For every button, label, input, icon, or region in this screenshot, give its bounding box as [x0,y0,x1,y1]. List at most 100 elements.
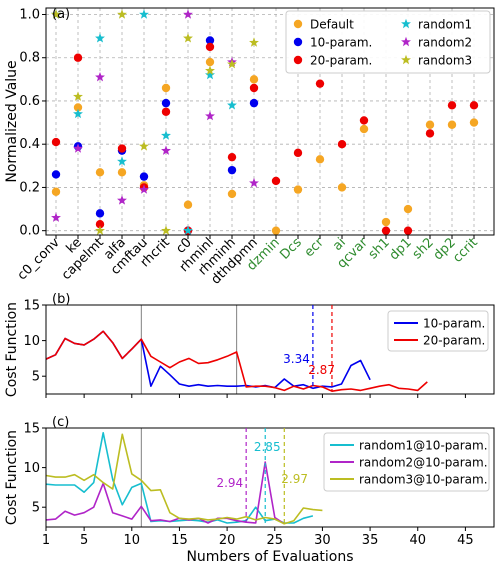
data-point [51,187,61,196]
plot-frame [45,7,495,236]
legend-label: random1 [418,18,472,32]
legend-marker [401,18,411,29]
panel-label: (a) [52,7,70,22]
data-point [95,71,105,82]
data-point [117,195,127,205]
legend: Default 10-param. 20-param. random1 random2 r… [285,10,491,74]
legend-label: random2@10-param. [359,456,488,470]
legend-box [323,432,490,492]
data-point [425,120,435,129]
data-point [161,145,171,155]
data-point [117,156,127,166]
best-value-label: 2.94 [216,476,243,490]
y-tick-label: 5 [32,501,40,516]
y-tick-label: 15 [23,422,40,437]
data-point [359,116,369,125]
data-point [447,120,457,129]
x-category-label: ccrit [450,235,481,266]
y-tick-label: 15 [23,299,40,314]
legend-box [285,10,491,74]
data-point [403,226,413,235]
data-point [95,168,105,177]
series-line [45,330,371,390]
data-point [117,168,127,177]
data-point [95,33,105,43]
x-tick-label: 35 [362,533,379,548]
data-point [227,59,237,69]
data-point [183,200,193,209]
data-point [315,155,325,164]
plot-frame [45,427,495,528]
y-tick-label: 10 [23,461,40,476]
data-point [337,183,347,192]
data-point [161,107,171,116]
data-point [183,9,193,19]
y-tick-label: 10 [23,334,40,349]
y-tick-label: 0.4 [19,137,40,152]
data-point [205,36,215,45]
data-point [249,83,259,93]
data-point [117,9,127,19]
y-axis-label: Cost Function [4,302,20,397]
data-point [447,101,457,110]
legend-label: 10-param. [423,317,485,331]
legend: random1@10-param. random2@10-param. random… [323,432,490,492]
legend-label: random1@10-param. [359,439,488,453]
panel-label: (c) [52,415,69,430]
panel-label: (b) [52,292,70,307]
data-point [183,33,193,43]
data-point [205,69,215,80]
best-value-label: 2.85 [254,440,281,454]
data-point [227,189,237,199]
legend-label: Default [310,18,354,32]
series-line [45,431,314,524]
data-point [73,53,83,62]
y-axis-label: Cost Function [4,430,20,525]
data-point [95,219,105,229]
y-tick-label: 1.0 [19,7,40,22]
data-point [293,148,303,158]
data-point [139,184,149,194]
data-point [249,177,259,188]
x-tick-label: 40 [409,533,426,548]
series-line [45,461,285,525]
y-axis-label: Normalized Value [4,60,20,182]
x-tick-label: 45 [457,533,474,548]
legend-label: random3@10-param. [359,473,488,487]
data-point [205,110,215,121]
x-tick-label: 30 [314,533,331,548]
legend-marker [293,55,303,65]
data-point [183,225,193,235]
data-point [271,176,281,186]
data-point [249,98,259,108]
data-point [51,137,61,147]
data-point [271,226,281,235]
y-tick-label: 5 [32,370,40,385]
legend-label: 20-param. [310,54,372,68]
data-point [249,75,259,84]
data-point [51,9,61,19]
x-tick-label: 15 [171,533,188,548]
data-point [381,217,391,227]
legend: 10-param. 20-param. [387,310,489,352]
x-tick-label: 20 [219,533,236,548]
legend-label: random2 [418,36,472,50]
x-category-label: c0_conv [15,235,63,283]
legend-marker [293,37,303,47]
x-category-label: ecr [302,235,328,261]
legend-label: 10-param. [310,36,372,50]
best-value-label: 2.97 [281,472,308,486]
data-point [469,118,479,127]
x-axis-label: Numbers of Evaluations [186,549,353,565]
data-point [73,108,83,119]
legend-label: random3 [418,54,472,68]
legend-marker [293,19,303,29]
x-category-label: Dcs [277,235,305,263]
data-point [359,124,369,134]
data-point [161,225,171,235]
data-point [205,57,215,67]
y-tick-label: 0.2 [19,180,40,195]
